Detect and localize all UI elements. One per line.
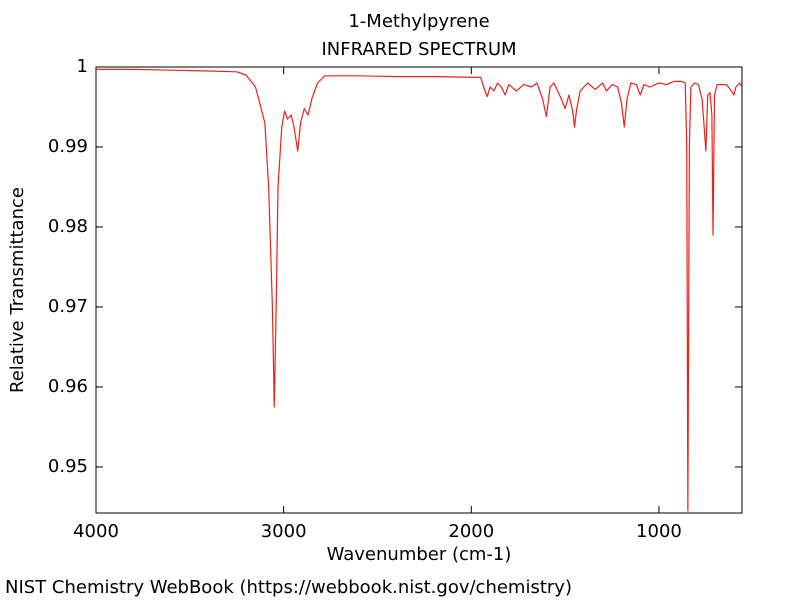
x-tick-label: 2000: [448, 521, 494, 542]
y-tick-label: 0.96: [48, 376, 88, 397]
plot-frame: [95, 66, 743, 514]
y-tick-label: 0.99: [48, 136, 88, 157]
y-tick-label: 0.97: [48, 296, 88, 317]
y-tick-label: 1: [77, 56, 88, 77]
y-axis-label: Relative Transmittance: [7, 187, 28, 393]
footer: NIST Chemistry WebBook (https://webbook.…: [5, 577, 572, 598]
x-tick-label: 3000: [261, 521, 307, 542]
y-tick-label: 0.98: [48, 216, 88, 237]
y-tick-label: 0.95: [48, 456, 88, 477]
x-tick-label: 1000: [636, 521, 682, 542]
x-axis-label: Wavenumber (cm-1): [327, 544, 512, 565]
chart-title: 1-Methylpyrene: [348, 11, 489, 32]
chart-subtitle: INFRARED SPECTRUM: [321, 39, 516, 60]
spectrum-line: [96, 68, 743, 512]
x-tick-label: 4000: [73, 521, 119, 542]
